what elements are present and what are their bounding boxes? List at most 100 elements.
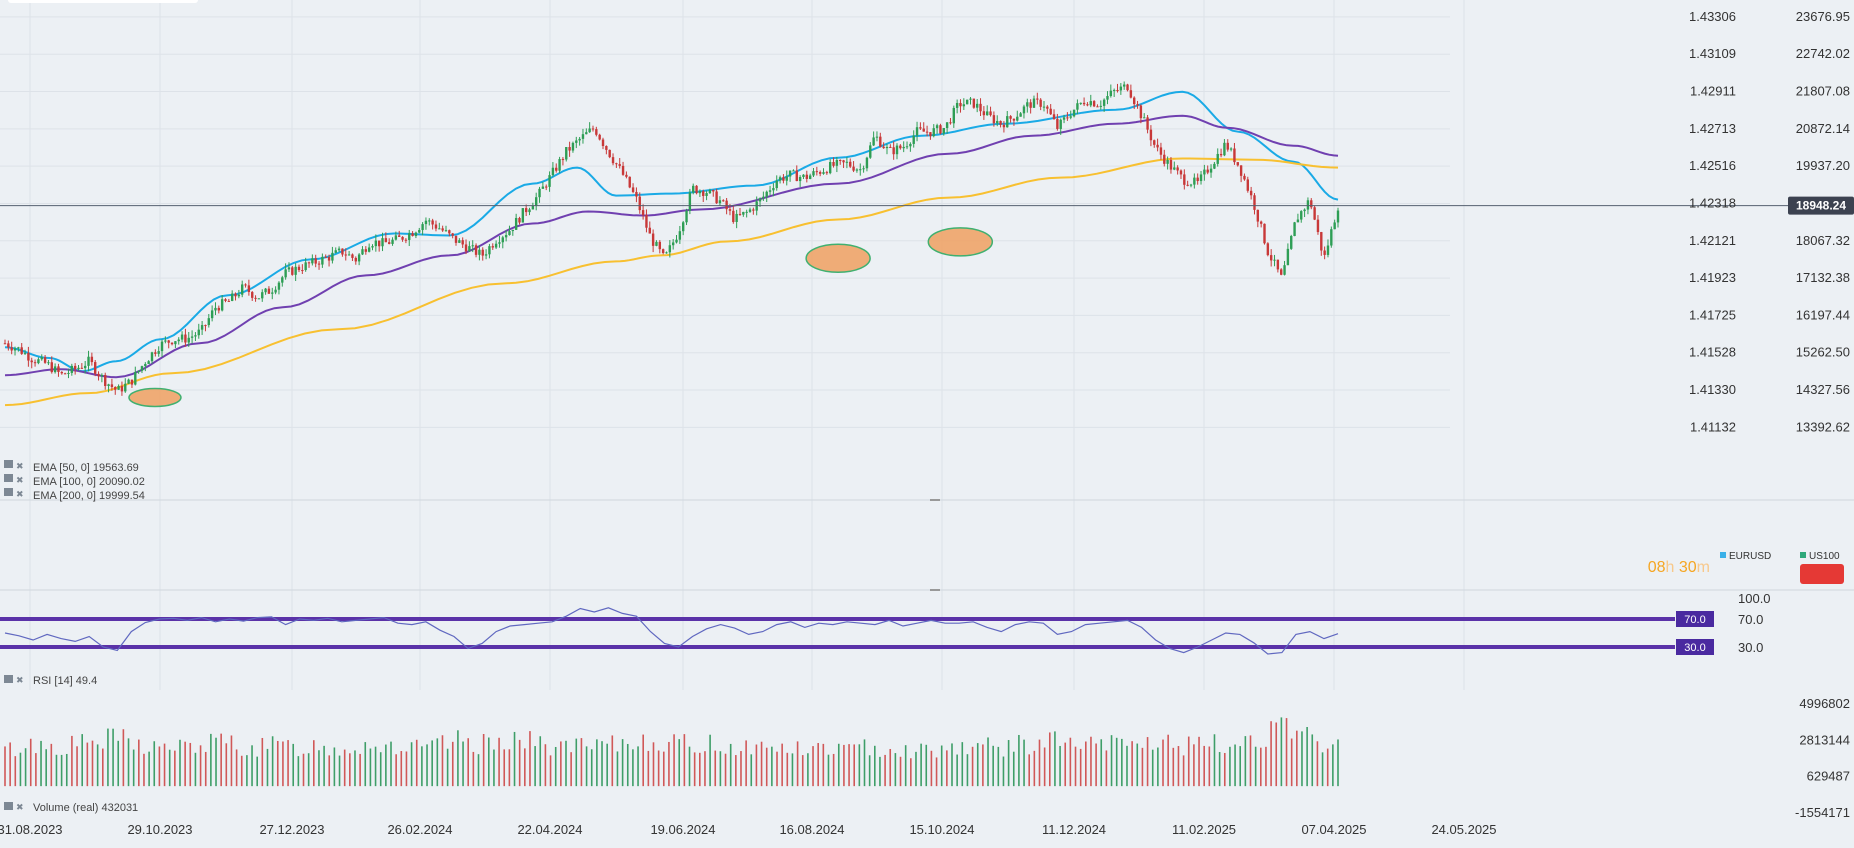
indicator-menu-icon[interactable] xyxy=(4,474,13,482)
candle-body xyxy=(839,160,842,162)
symbol-legend-us100[interactable]: US100 xyxy=(1800,551,1840,562)
candle xyxy=(571,141,575,153)
candle xyxy=(765,190,768,203)
indicator-menu-icon[interactable] xyxy=(4,675,13,683)
candle-body xyxy=(1199,174,1203,182)
candle-body xyxy=(160,341,164,352)
candle-body xyxy=(57,366,60,372)
candle-body xyxy=(284,269,287,278)
candle-body xyxy=(60,371,63,374)
indicator-menu-icon[interactable] xyxy=(4,460,13,468)
candle xyxy=(608,149,611,159)
candle xyxy=(601,137,605,150)
candle xyxy=(905,141,909,150)
candle xyxy=(418,227,421,234)
indicator-remove-icon[interactable]: ✖ xyxy=(16,489,24,499)
candle xyxy=(214,302,217,316)
candle xyxy=(541,182,545,189)
price-axis-right: 23676.95 22742.02 21807.08 20872.14 19937.20… xyxy=(1796,9,1850,434)
candle-body xyxy=(892,147,895,155)
candle xyxy=(451,232,454,239)
indicator-remove-icon[interactable]: ✖ xyxy=(16,802,24,812)
indicator-menu-icon[interactable] xyxy=(4,802,13,810)
candle-body xyxy=(798,176,802,182)
volume-legend[interactable]: ✖ Volume (real) 432031 xyxy=(4,802,138,814)
symbol-tab-strip[interactable] xyxy=(8,0,198,3)
candle-body xyxy=(989,111,992,116)
candle-body xyxy=(214,307,217,311)
candle-body xyxy=(651,233,655,246)
candle xyxy=(738,207,742,216)
candle xyxy=(1246,176,1249,193)
price-tick-label: 14327.56 xyxy=(1796,382,1850,397)
candle-body xyxy=(357,254,361,262)
candle-body xyxy=(331,252,334,261)
indicator-legend-row[interactable]: ✖ EMA [100, 0] 20090.02 xyxy=(4,474,145,488)
candle xyxy=(104,372,107,390)
candle xyxy=(281,275,284,287)
price-tick-label: 19937.20 xyxy=(1796,158,1850,173)
candle xyxy=(10,341,13,355)
eurusd-tick-label: 1.43109 xyxy=(1689,46,1736,61)
candle xyxy=(561,157,565,166)
candle-body xyxy=(1263,223,1266,244)
candle xyxy=(618,158,621,169)
candle-body xyxy=(1056,119,1059,129)
candle xyxy=(220,294,224,312)
candle-body xyxy=(10,347,13,351)
indicator-remove-icon[interactable]: ✖ xyxy=(16,475,24,485)
rsi-legend[interactable]: ✖ RSI [14] 49.4 xyxy=(4,675,97,687)
candle-body xyxy=(1166,159,1169,164)
candle-body xyxy=(441,228,444,231)
candle-body xyxy=(909,143,912,147)
eurusd-tick-label: 1.41132 xyxy=(1690,419,1736,434)
candle-body xyxy=(845,161,849,163)
indicator-menu-icon[interactable] xyxy=(4,488,13,496)
candle xyxy=(812,167,815,178)
candle-body xyxy=(484,254,488,256)
symbol-legend-eurusd[interactable]: EURUSD xyxy=(1720,551,1771,562)
candle xyxy=(865,156,869,172)
candle-body xyxy=(1173,167,1176,170)
candle xyxy=(1276,259,1280,273)
candle-body xyxy=(1012,118,1016,121)
candle xyxy=(899,144,902,150)
candle xyxy=(190,330,194,344)
indicator-remove-icon[interactable]: ✖ xyxy=(16,675,24,685)
candle xyxy=(1036,92,1039,105)
candle-body xyxy=(605,146,608,150)
indicator-legend-row[interactable]: ✖ EMA [200, 0] 19999.54 xyxy=(4,488,145,502)
candle-body xyxy=(521,208,525,223)
candle xyxy=(742,211,745,217)
candle-body xyxy=(394,235,398,240)
candle-body xyxy=(1009,116,1012,119)
candle xyxy=(1310,198,1313,210)
candle-body xyxy=(371,246,374,248)
candle-body xyxy=(1049,108,1052,115)
candle xyxy=(194,332,197,341)
candle xyxy=(802,174,805,180)
candle xyxy=(1122,81,1126,90)
candle xyxy=(815,166,819,176)
candle xyxy=(1052,109,1056,120)
candle xyxy=(1159,142,1163,160)
candle xyxy=(598,133,601,141)
candle-body xyxy=(1193,177,1196,185)
candle xyxy=(912,130,915,148)
candle xyxy=(1082,97,1086,107)
candle xyxy=(1042,101,1046,112)
candle xyxy=(87,350,90,372)
candle-body xyxy=(73,365,77,370)
indicator-remove-icon[interactable]: ✖ xyxy=(16,461,24,471)
candle-body xyxy=(244,284,247,286)
candle-body xyxy=(421,224,424,231)
time-tick-label: 27.12.2023 xyxy=(259,822,324,837)
candle-body xyxy=(1330,229,1333,246)
candle-body xyxy=(1259,221,1263,224)
candle xyxy=(1216,148,1219,167)
candle xyxy=(945,122,949,134)
candle-body xyxy=(404,239,408,241)
indicator-legend-row[interactable]: ✖ EMA [50, 0] 19563.69 xyxy=(4,460,139,474)
